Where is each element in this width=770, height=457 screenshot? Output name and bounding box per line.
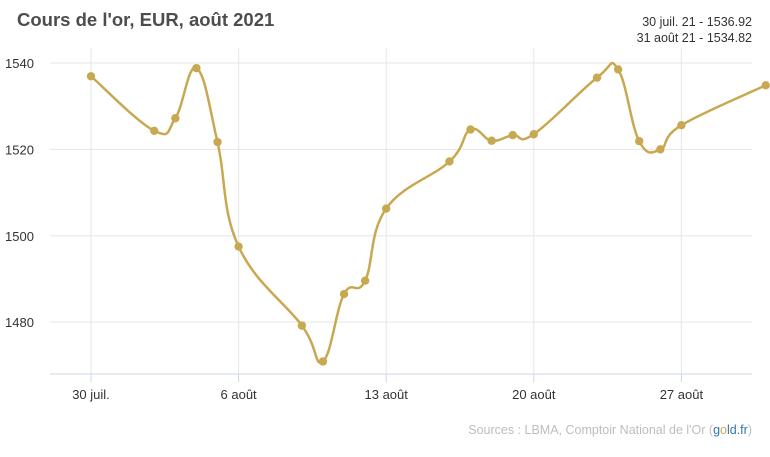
data-point[interactable] (360, 276, 370, 285)
grid-lines (50, 48, 752, 374)
source-link[interactable]: gold.fr (713, 423, 748, 437)
series-points (86, 63, 770, 366)
y-tick-label: 1540 (5, 56, 34, 71)
data-point[interactable] (677, 120, 686, 130)
y-tick-label: 1500 (5, 229, 34, 244)
y-tick-label: 1520 (5, 142, 34, 157)
source-prefix: Sources : LBMA, Comptoir National de l'O… (468, 423, 714, 437)
data-point[interactable] (761, 81, 770, 90)
data-point[interactable] (529, 130, 538, 139)
data-point[interactable] (171, 114, 180, 123)
range-end-label: 31 août 21 - 1534.82 (636, 31, 752, 45)
data-point[interactable] (613, 65, 623, 74)
source-credit: Sources : LBMA, Comptoir National de l'O… (468, 423, 752, 437)
data-point[interactable] (466, 125, 475, 134)
y-axis-labels: 1480 1500 1520 1540 (5, 56, 34, 330)
series-line (89, 61, 767, 364)
data-point[interactable] (382, 204, 391, 213)
x-axis (50, 373, 752, 382)
data-point[interactable] (339, 289, 349, 299)
data-point[interactable] (592, 73, 602, 82)
x-axis-labels: 30 juil. 6 août 13 août 20 août 27 août (72, 387, 703, 402)
x-tick-label: 20 août (512, 387, 556, 402)
data-point[interactable] (234, 242, 243, 251)
range-start-label: 30 juil. 21 - 1536.92 (642, 15, 752, 29)
y-tick-label: 1480 (5, 315, 34, 330)
data-point[interactable] (86, 72, 96, 81)
data-point[interactable] (508, 130, 517, 140)
x-tick-label: 30 juil. (72, 387, 110, 402)
x-tick-label: 6 août (221, 387, 258, 402)
x-tick-label: 27 août (660, 387, 704, 402)
x-tick-label: 13 août (365, 387, 409, 402)
data-point[interactable] (487, 136, 496, 145)
chart-title: Cours de l'or, EUR, août 2021 (17, 9, 275, 30)
data-point[interactable] (635, 136, 644, 146)
data-point[interactable] (297, 321, 307, 330)
data-point[interactable] (318, 357, 328, 366)
source-suffix: ) (747, 423, 752, 437)
range-summary: 30 juil. 21 - 1536.92 31 août 21 - 1534.… (637, 14, 752, 46)
data-point[interactable] (656, 145, 665, 154)
data-point[interactable] (213, 137, 222, 147)
data-point[interactable] (192, 63, 201, 73)
data-point[interactable] (150, 126, 159, 135)
data-point[interactable] (445, 157, 454, 166)
